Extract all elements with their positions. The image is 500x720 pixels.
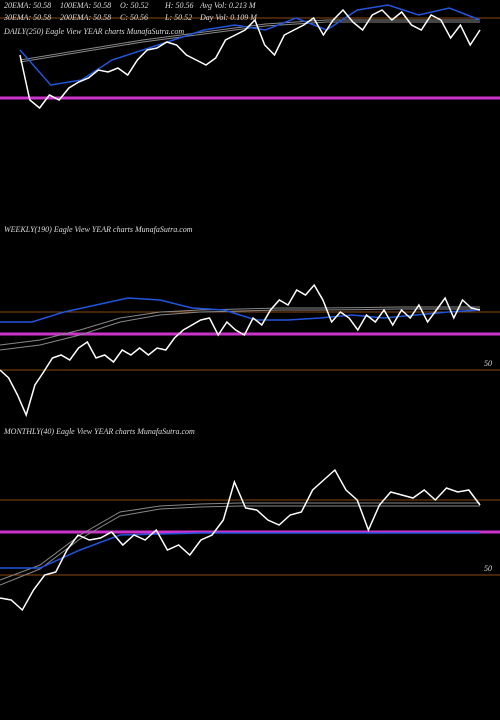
header-stat: 100EMA: 50.58 [60, 1, 111, 10]
header-stat: Day Vol: 0.109 M [199, 13, 258, 22]
price-line [0, 297, 481, 323]
header-stat: O: 50.52 [120, 1, 148, 10]
panel-title: WEEKLY(190) Eagle View YEAR charts Munaf… [4, 225, 193, 234]
price-line [0, 283, 481, 418]
price-line [0, 505, 480, 586]
price-line [0, 468, 481, 612]
price-line [0, 502, 480, 581]
header-stat: C: 50.56 [120, 13, 148, 22]
header-stat: Avg Vol: 0.213 M [199, 1, 257, 10]
panel-title: DAILY(250) Eagle View YEAR charts Munafa… [3, 27, 184, 36]
price-line [0, 308, 480, 351]
y-tick-label: 50 [484, 359, 492, 368]
header-stat: 30EMA: 50.58 [3, 13, 51, 22]
price-line [0, 532, 480, 569]
price-line [19, 8, 481, 110]
header-stat: 20EMA: 50.58 [4, 1, 51, 10]
price-line [19, 4, 481, 86]
panel-title: MONTHLY(40) Eagle View YEAR charts Munaf… [3, 427, 195, 436]
header-stat: H: 50.56 [164, 1, 193, 10]
header-stat: L: 50.52 [164, 13, 192, 22]
price-line [0, 306, 480, 346]
header-stat: 200EMA: 50.58 [60, 13, 111, 22]
y-tick-label: 50 [484, 564, 492, 573]
